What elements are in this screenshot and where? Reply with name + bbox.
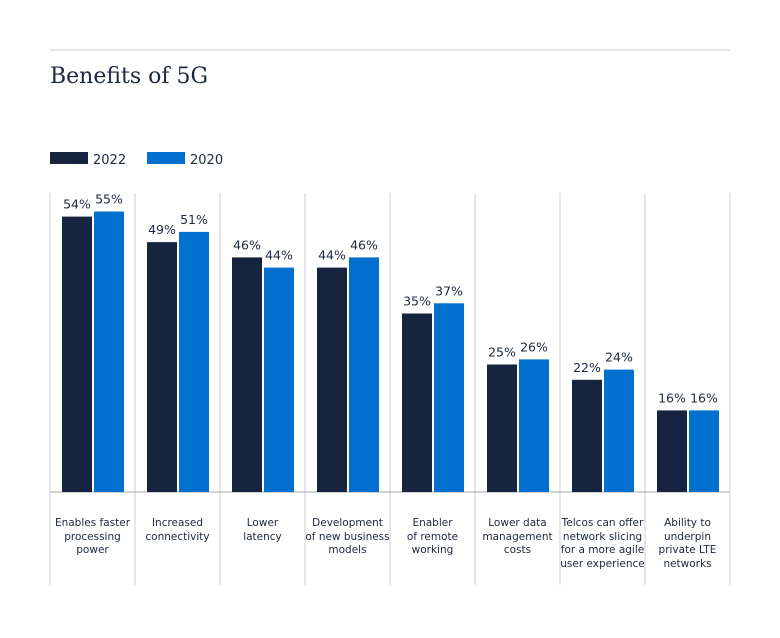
legend-label: 2022 xyxy=(93,153,126,168)
value-label: 26% xyxy=(520,339,548,354)
value-label: 44% xyxy=(265,248,293,263)
bar xyxy=(94,211,124,492)
x-tick-label: Enabler of remote working xyxy=(406,517,459,556)
x-tick-label: Enables faster processing power xyxy=(54,517,131,556)
bar xyxy=(487,364,517,492)
x-tick-label: Telcos can offer network slicing for a m… xyxy=(560,517,645,570)
value-label: 54% xyxy=(63,197,91,212)
bar xyxy=(402,313,432,492)
value-label: 37% xyxy=(435,283,463,298)
value-label: 46% xyxy=(350,237,378,252)
bar xyxy=(147,242,177,492)
bar xyxy=(604,369,634,492)
legend-swatch xyxy=(50,152,88,164)
bar xyxy=(657,410,687,492)
value-label: 55% xyxy=(95,192,123,207)
legend-label: 2020 xyxy=(190,153,223,168)
value-label: 44% xyxy=(318,248,346,263)
legend-swatch xyxy=(147,152,185,164)
bar xyxy=(62,216,92,492)
value-label: 22% xyxy=(573,360,601,375)
value-label: 24% xyxy=(605,350,633,365)
x-tick-label: Development of new business models xyxy=(305,517,390,556)
chart-title: Benefits of 5G xyxy=(50,64,209,89)
bar xyxy=(349,257,379,492)
value-label: 49% xyxy=(148,222,176,237)
x-tick-label: Increased connectivity xyxy=(145,517,210,543)
value-label: 25% xyxy=(488,345,516,360)
value-label: 46% xyxy=(233,237,261,252)
bar xyxy=(264,267,294,492)
x-tick-label: Ability to underpin private LTE networks xyxy=(658,517,717,570)
bar xyxy=(689,410,719,492)
bar xyxy=(434,303,464,492)
value-label: 35% xyxy=(403,294,431,309)
bar xyxy=(317,267,347,492)
value-label: 51% xyxy=(180,212,208,227)
x-tick-label: Lower latency xyxy=(243,517,282,543)
x-tick-label: Lower data management costs xyxy=(482,517,553,556)
bar xyxy=(179,231,209,492)
value-label: 16% xyxy=(658,390,686,405)
bar xyxy=(519,359,549,492)
bar xyxy=(232,257,262,492)
value-label: 16% xyxy=(690,390,718,405)
bar xyxy=(572,379,602,492)
